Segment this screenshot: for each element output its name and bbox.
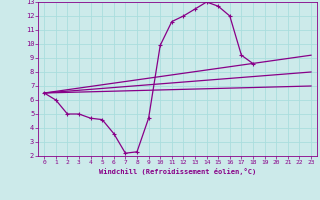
X-axis label: Windchill (Refroidissement éolien,°C): Windchill (Refroidissement éolien,°C) — [99, 168, 256, 175]
